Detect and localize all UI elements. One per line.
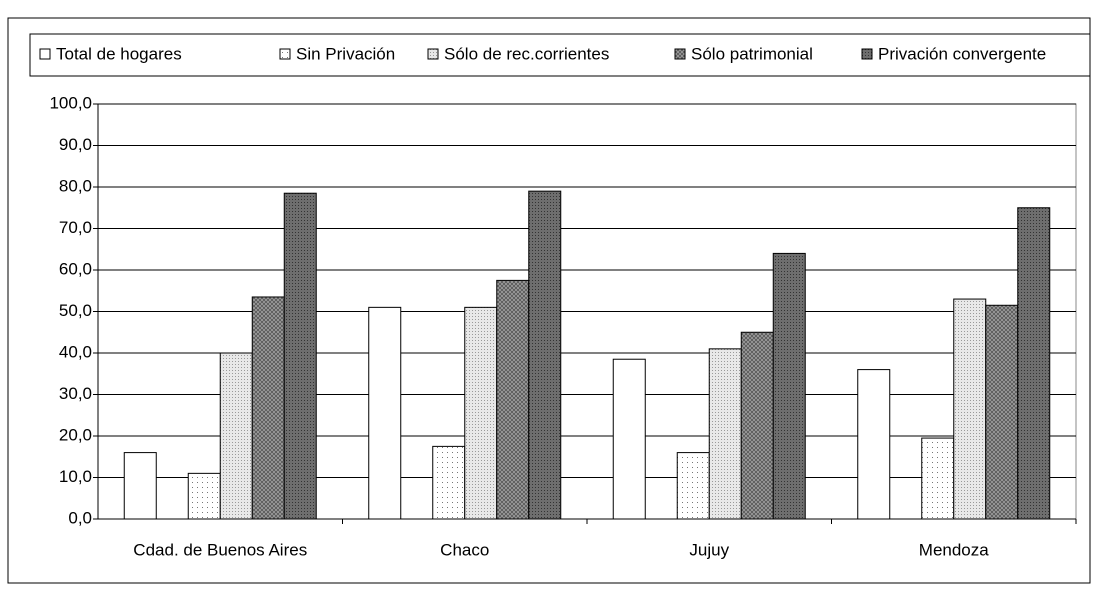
y-tick-label: 60,0 [59, 259, 92, 278]
bar [187, 472, 221, 520]
y-tick-label: 90,0 [59, 135, 92, 154]
legend-box [29, 33, 1091, 77]
legend-label: Sólo patrimonial [691, 44, 813, 63]
bar [772, 252, 806, 520]
y-tick-label: 10,0 [59, 467, 92, 486]
legend-label: Total de hogares [56, 44, 182, 63]
x-tick-label: Chaco [440, 540, 489, 559]
bar [921, 437, 955, 520]
y-tick-label: 70,0 [59, 218, 92, 237]
y-tick-label: 50,0 [59, 301, 92, 320]
legend-swatch [427, 48, 439, 60]
x-tick-label: Jujuy [689, 540, 729, 559]
bar [985, 304, 1019, 520]
bar [283, 192, 317, 520]
legend-label: Sólo de rec.corrientes [444, 44, 609, 63]
bar [464, 306, 498, 520]
bar [432, 445, 466, 520]
legend-label: Sin Privación [296, 44, 395, 63]
bar [123, 452, 157, 520]
x-tick-label: Cdad. de Buenos Aires [133, 540, 307, 559]
y-tick-label: 40,0 [59, 342, 92, 361]
bar [676, 452, 710, 520]
bar [708, 348, 742, 520]
bar [251, 296, 285, 520]
bar [528, 190, 562, 520]
legend-swatch [861, 48, 873, 60]
y-tick-label: 30,0 [59, 384, 92, 403]
y-tick-label: 100,0 [49, 93, 92, 112]
x-tick-label: Mendoza [919, 540, 989, 559]
legend-swatch [39, 48, 51, 60]
bar [496, 279, 530, 520]
bar [612, 358, 646, 520]
y-tick-label: 0,0 [68, 508, 92, 527]
bar [219, 352, 253, 520]
y-tick-label: 80,0 [59, 176, 92, 195]
y-tick-label: 20,0 [59, 425, 92, 444]
bar [857, 369, 891, 520]
bar [368, 306, 402, 520]
bar [953, 298, 987, 520]
bar [1017, 207, 1051, 520]
legend-label: Privación convergente [878, 44, 1046, 63]
bar [740, 331, 774, 520]
legend-swatch [674, 48, 686, 60]
legend-swatch [279, 48, 291, 60]
